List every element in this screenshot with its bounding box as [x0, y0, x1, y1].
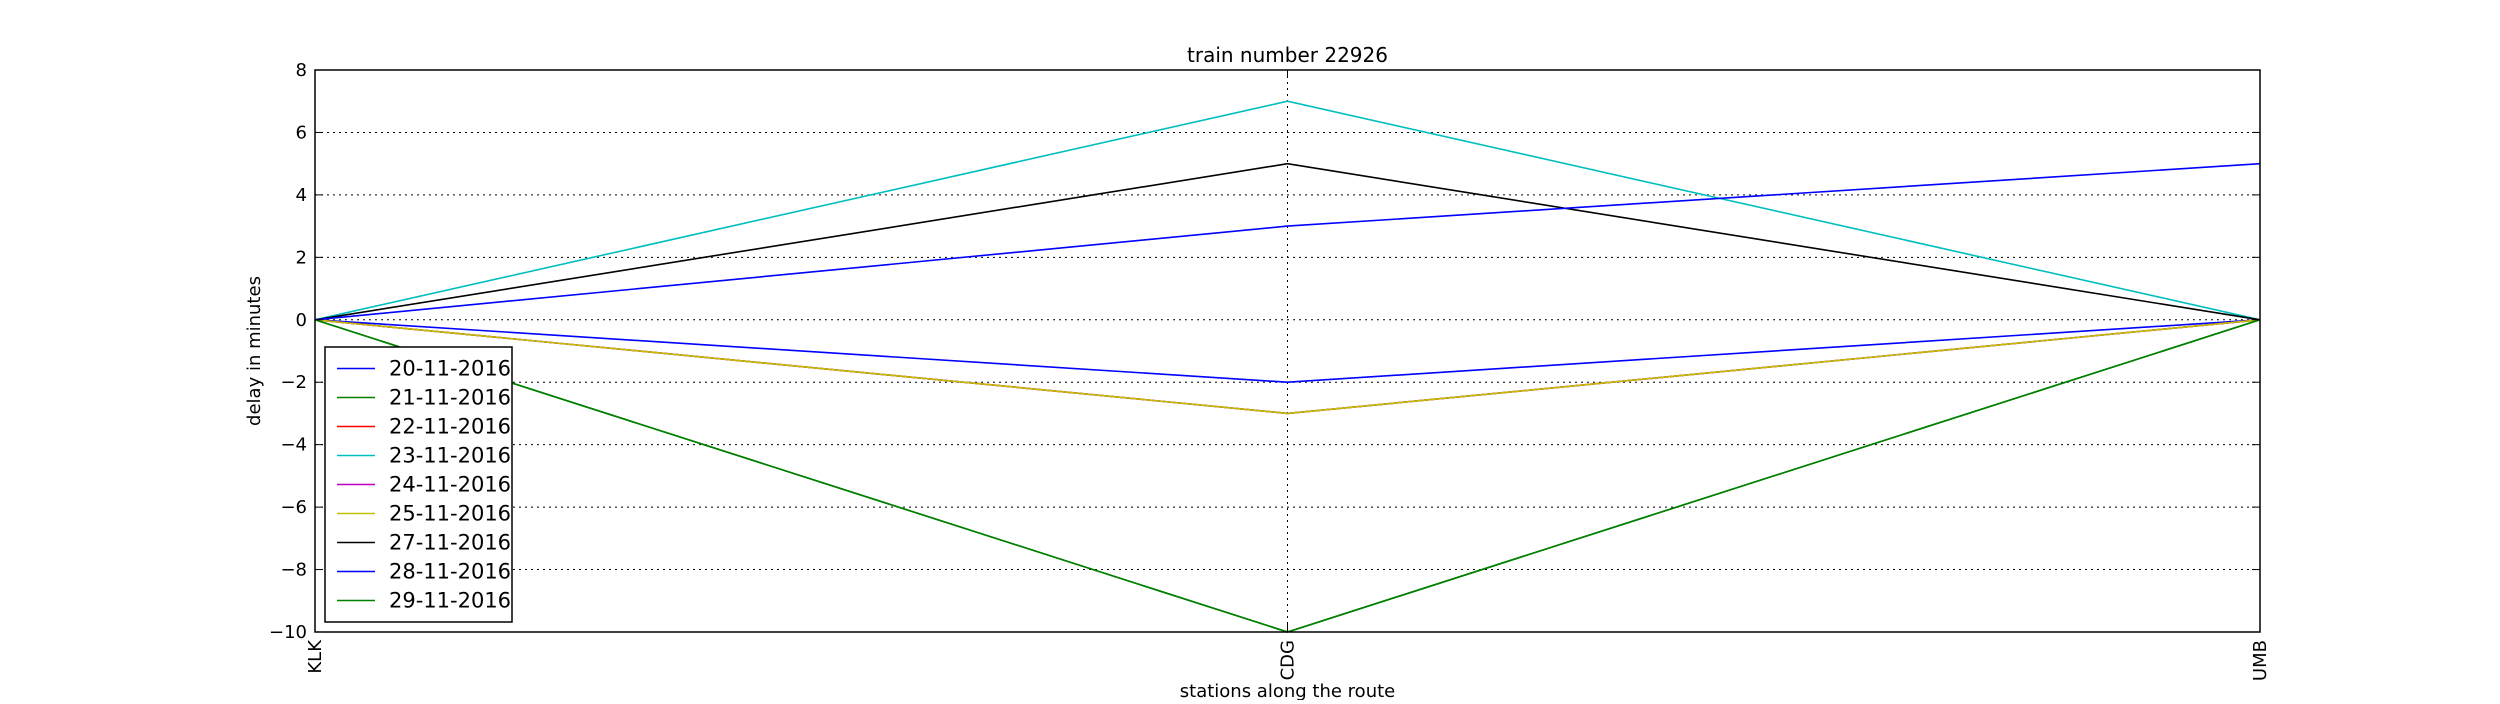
- y-tick-label: 2: [296, 247, 307, 268]
- series-lines: [314, 100, 2261, 633]
- series-line-24-11-2016: [314, 319, 2261, 415]
- series-line-20-11-2016: [314, 319, 2261, 384]
- y-tick-label: −8: [280, 560, 307, 581]
- series-line-22-11-2016: [314, 319, 2261, 415]
- x-tick-label: UMB: [2250, 640, 2271, 681]
- legend-entry-label: 23-11-2016: [389, 444, 511, 468]
- legend-entry-label: 27-11-2016: [389, 531, 511, 555]
- series-line-27-11-2016: [314, 162, 2261, 321]
- y-tick-label: 6: [296, 122, 307, 143]
- y-tick-label: 4: [296, 185, 307, 206]
- y-tick-label: −2: [280, 372, 307, 393]
- y-tick-label: −4: [280, 435, 307, 456]
- legend-entry-label: 22-11-2016: [389, 415, 511, 439]
- legend-entry-label: 24-11-2016: [389, 473, 511, 497]
- x-tick-label: CDG: [1278, 640, 1299, 680]
- y-tick-label: −6: [280, 497, 307, 518]
- series-line-21-11-2016: [314, 319, 2261, 633]
- legend: 20-11-2016 21-11-2016 22-11-2016 23-11-2016…: [324, 346, 513, 623]
- x-tick-label: KLK: [305, 639, 326, 674]
- grid: [315, 70, 2260, 632]
- legend-entry-label: 21-11-2016: [389, 386, 511, 410]
- y-tick-label: 0: [296, 310, 307, 331]
- y-axis-label: delay in minutes: [244, 276, 265, 426]
- legend-entry-label: 29-11-2016: [389, 589, 511, 613]
- series-line-28-11-2016: [314, 162, 2261, 321]
- legend-entry-label: 25-11-2016: [389, 502, 511, 526]
- y-tick-label: 8: [296, 60, 307, 81]
- legend-entry-label: 28-11-2016: [389, 560, 511, 584]
- chart-title: train number 22926: [1187, 43, 1388, 67]
- series-line-29-11-2016: [314, 319, 2261, 633]
- y-tick-label: −10: [269, 622, 307, 643]
- x-axis-label: stations along the route: [1180, 681, 1395, 700]
- legend-entry-label: 20-11-2016: [389, 357, 511, 381]
- series-line-23-11-2016: [314, 100, 2261, 321]
- series-line-25-11-2016: [314, 319, 2261, 415]
